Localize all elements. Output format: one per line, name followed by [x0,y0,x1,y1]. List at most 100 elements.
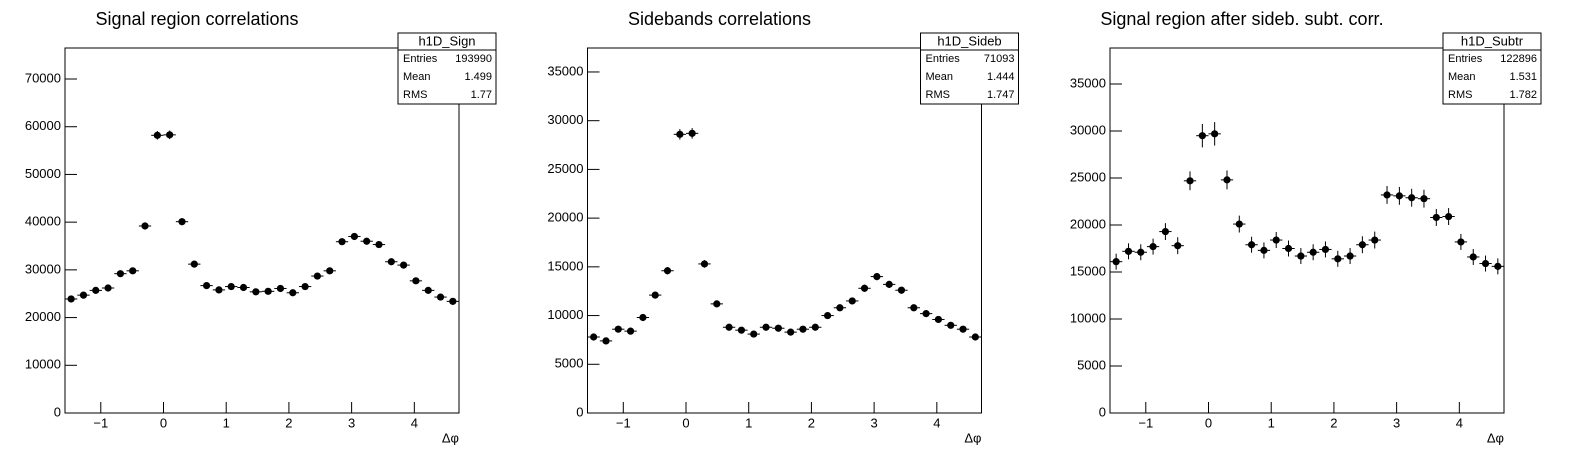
marker [823,311,832,320]
marker [737,326,746,334]
stats-label: Entries [403,53,438,65]
marker [153,131,161,139]
x-axis-label: Δφ [442,430,459,445]
marker [104,284,112,292]
marker [651,291,659,299]
x-tick-label: 3 [348,415,355,430]
y-tick-label: 25000 [1070,169,1106,184]
marker [1211,130,1219,138]
marker [1420,195,1428,203]
marker [934,315,942,324]
y-tick-label: 5000 [1077,357,1106,372]
y-tick-label: 25000 [547,161,583,176]
marker [301,282,309,291]
stats-label: Mean [926,71,954,83]
marker [1124,247,1133,255]
marker [227,282,235,291]
marker [1260,246,1268,254]
marker [178,218,186,226]
stats-value: 71093 [984,53,1015,65]
marker [811,323,819,331]
y-tick-label: 10000 [25,357,61,372]
marker [688,129,696,137]
marker [313,272,321,280]
stats-name: h1D_Sideb [937,33,1001,48]
marker [264,287,272,295]
marker [412,277,420,285]
stats-box [397,32,497,105]
marker [971,333,979,341]
marker [1457,238,1465,246]
stats-label: Entries [1448,53,1483,65]
marker [639,313,647,322]
marker [1161,227,1170,236]
marker [1383,191,1391,199]
y-tick-label: 10000 [1070,310,1106,325]
marker [885,280,893,288]
marker [276,284,285,293]
marker [252,288,260,296]
marker [1247,241,1256,249]
marker [326,267,334,275]
marker [1358,241,1366,249]
y-tick-label: 0 [576,404,583,419]
y-tick-label: 35000 [547,63,583,78]
marker [1272,236,1280,244]
x-tick-label: 0 [682,415,689,430]
panel: Sidebands correlations 0 5000 10000 15000 200… [547,9,1019,445]
x-tick-label: 2 [808,415,815,430]
y-tick-label: 30000 [1070,122,1106,137]
y-tick-label: 20000 [25,309,61,324]
stats-name: h1D_Sign [418,33,475,48]
x-tick-label: 2 [285,415,292,430]
marker [614,325,622,333]
stats-label: Mean [403,71,431,83]
marker [762,323,770,331]
marker [79,291,88,299]
x-tick-label: 4 [933,415,940,430]
y-tick-label: 10000 [547,307,583,322]
marker [860,284,869,292]
stats-value: 1.782 [1509,89,1537,101]
marker [897,286,906,294]
stats-label: Mean [1448,71,1476,83]
marker [1223,176,1231,184]
x-tick-label: 0 [160,415,167,430]
marker [700,260,709,268]
marker [663,267,672,275]
marker [1469,253,1477,261]
marker [774,324,782,332]
stats-box [920,32,1019,105]
chart-title: Signal region correlations [95,9,298,29]
y-tick-label: 70000 [25,70,61,85]
marker [92,286,100,294]
y-tick-label: 15000 [1070,263,1106,278]
y-tick-label: 20000 [1070,216,1106,231]
marker [626,327,635,335]
marker [713,300,721,308]
marker [1284,244,1293,253]
marker [947,321,955,329]
y-tick-label: 5000 [555,356,584,371]
marker [676,130,684,138]
stats-value: 1.77 [471,89,492,101]
stats-value: 1.499 [464,71,492,83]
marker [1235,220,1243,228]
x-tick-label: 1 [745,415,752,430]
stats-name: h1D_Subtr [1461,33,1524,48]
marker [602,337,610,345]
marker [67,295,75,303]
marker [1346,252,1354,260]
marker [449,297,457,305]
marker [1445,212,1453,221]
marker [1112,258,1120,266]
chart-title: Signal region after sideb. subt. corr. [1100,9,1383,29]
marker [424,286,432,294]
marker [141,222,149,230]
stats-value: 122896 [1500,53,1537,65]
marker [1309,248,1317,256]
y-tick-label: 35000 [1070,75,1106,90]
marker [1137,248,1145,256]
marker [922,310,930,318]
x-tick-label: 4 [411,415,418,430]
